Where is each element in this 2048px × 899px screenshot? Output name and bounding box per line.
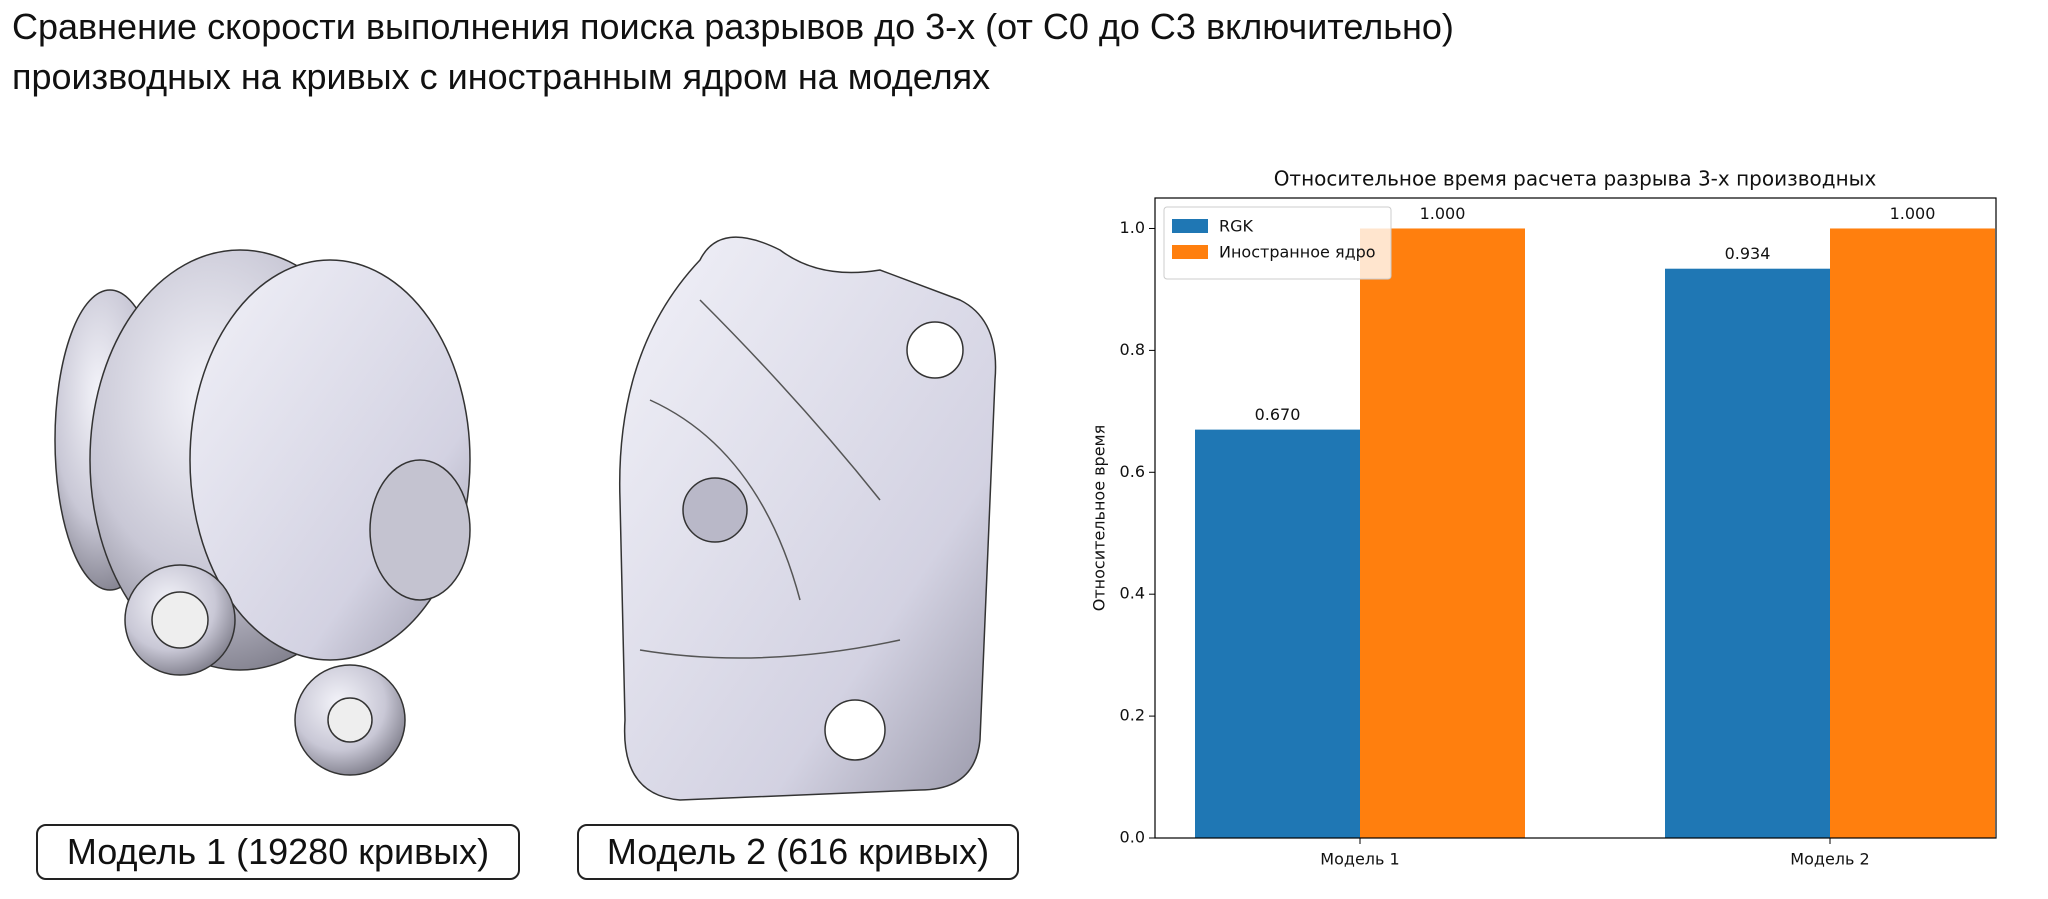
y-tick-label: 0.2 [1120,706,1145,725]
legend-frame [1163,206,1392,280]
bar [1665,268,1830,838]
legend-swatch [1172,245,1208,259]
legend: RGK Иностранное ядро [1163,206,1392,280]
y-tick-label: 0.4 [1120,584,1145,603]
slide-title: Сравнение скорости выполнения поиска раз… [12,2,1454,102]
model-1-image [54,249,471,776]
value-label: 0.934 [1725,244,1771,263]
model-2-image [618,236,997,801]
bar [1360,228,1525,838]
x-tick-label: Модель 1 [1320,850,1399,869]
y-axis-label: Относительное время [1090,425,1109,611]
x-tick-label: Модель 2 [1790,850,1869,869]
y-tick-label: 0.0 [1120,828,1145,847]
plot-frame [1154,197,1997,839]
chart-title: Относительное время расчета разрыва 3-х … [1274,167,1877,191]
value-label: 0.670 [1255,405,1301,424]
caption: Модель 1 (19280 кривых) [36,824,520,880]
y-tick-label: 0.6 [1120,462,1145,481]
bar [1195,429,1360,838]
y-tick-label: 0.8 [1120,340,1145,359]
y-tick-label: 1.0 [1120,218,1145,237]
bar [1830,228,1995,838]
legend-label: RGK [1219,217,1254,236]
legend-label: Иностранное ядро [1219,243,1376,262]
value-label: 1.000 [1890,204,1936,223]
caption: Модель 2 (616 кривых) [577,824,1019,880]
model-images [54,236,997,801]
legend-swatch [1172,219,1208,233]
title-line: Сравнение скорости выполнения поиска раз… [12,6,1454,47]
title-line: производных на кривых с иностранным ядро… [12,56,991,97]
value-label: 1.000 [1420,204,1466,223]
